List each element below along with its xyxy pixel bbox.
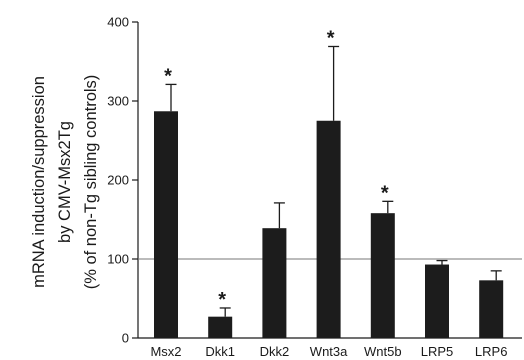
y-axis-label-line: by CMV-Msx2Tg xyxy=(56,121,74,243)
significance-marker: * xyxy=(218,289,226,311)
bar-dkk2 xyxy=(262,228,287,338)
significance-marker: * xyxy=(327,27,335,49)
y-axis-label: mRNA induction/suppression by CMV-Msx2Tg (… xyxy=(30,75,100,290)
y-tick-label: 300 xyxy=(107,94,129,109)
x-tick-label: LRP6 xyxy=(475,344,508,359)
bar-wnt5b xyxy=(370,213,395,338)
bar-dkk1 xyxy=(208,316,233,338)
x-tick-label: Wnt3a xyxy=(310,344,348,359)
y-axis-ticks: 0 100 200 300 400 xyxy=(107,15,138,346)
x-tick-label: Dkk1 xyxy=(205,344,235,359)
significance-markers: * * * * xyxy=(164,27,389,310)
y-tick-label: 0 xyxy=(122,331,129,346)
x-tick-label: Wnt5b xyxy=(364,344,402,359)
bar-lrp5 xyxy=(425,264,449,338)
y-tick-label: 400 xyxy=(107,15,129,30)
y-tick-label: 200 xyxy=(107,173,129,188)
x-tick-label: Msx2 xyxy=(150,344,181,359)
bar-wnt3a xyxy=(316,120,341,338)
significance-marker: * xyxy=(164,65,172,87)
bar-lrp6 xyxy=(479,280,504,338)
significance-marker: * xyxy=(381,182,389,204)
bars xyxy=(154,111,504,339)
x-tick-label: LRP5 xyxy=(421,344,454,359)
y-axis-label-line: mRNA induction/suppression xyxy=(30,76,48,288)
y-tick-label: 100 xyxy=(107,252,129,267)
error-bars xyxy=(165,45,502,317)
y-axis-label-line: (% of non-Tg sibling controls) xyxy=(82,75,100,290)
x-tick-label: Dkk2 xyxy=(260,344,290,359)
bar-msx2 xyxy=(154,111,178,339)
x-axis-labels: Msx2 Dkk1 Dkk2 Wnt3a Wnt5b LRP5 LRP6 xyxy=(150,344,507,359)
